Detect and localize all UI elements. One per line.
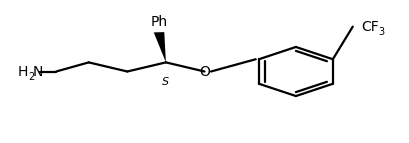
Text: CF: CF bbox=[361, 20, 379, 34]
Text: H: H bbox=[18, 64, 28, 79]
Text: Ph: Ph bbox=[151, 15, 168, 29]
Polygon shape bbox=[154, 32, 166, 62]
Text: O: O bbox=[199, 64, 210, 79]
Text: 3: 3 bbox=[378, 27, 384, 37]
Text: N: N bbox=[33, 64, 43, 79]
Text: S: S bbox=[162, 77, 169, 87]
Text: 2: 2 bbox=[28, 72, 34, 82]
